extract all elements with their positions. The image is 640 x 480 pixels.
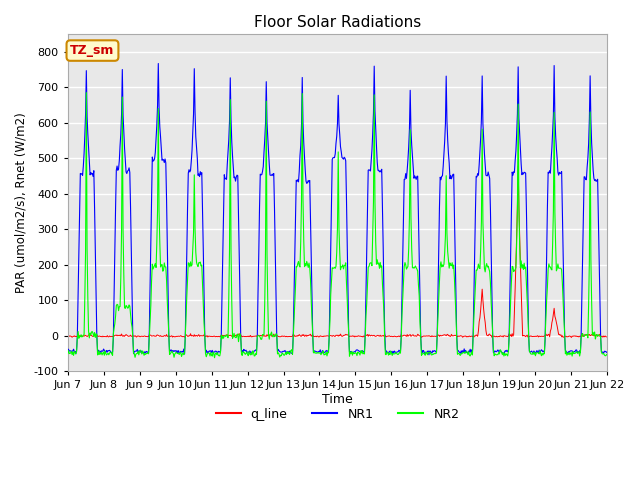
- NR1: [425, 352, 433, 358]
- q_line: [64, 333, 72, 339]
- Text: TZ_sm: TZ_sm: [70, 44, 115, 57]
- q_line: [603, 334, 611, 340]
- Line: NR2: NR2: [68, 93, 607, 358]
- NR1: [403, 167, 411, 173]
- NR2: [184, 260, 192, 266]
- Y-axis label: PAR (umol/m2/s), Rnet (W/m2): PAR (umol/m2/s), Rnet (W/m2): [15, 112, 28, 293]
- NR1: [154, 60, 162, 66]
- NR1: [213, 349, 221, 355]
- NR2: [83, 90, 90, 96]
- X-axis label: Time: Time: [322, 393, 353, 406]
- NR2: [603, 351, 611, 357]
- Line: q_line: q_line: [68, 166, 607, 337]
- q_line: [515, 163, 522, 169]
- q_line: [419, 334, 426, 340]
- Legend: q_line, NR1, NR2: q_line, NR1, NR2: [211, 403, 465, 426]
- NR2: [130, 350, 138, 356]
- NR2: [74, 335, 81, 341]
- q_line: [74, 334, 81, 339]
- NR1: [129, 334, 137, 339]
- q_line: [129, 333, 137, 338]
- NR2: [64, 350, 72, 356]
- NR1: [603, 349, 611, 355]
- q_line: [568, 335, 575, 340]
- q_line: [184, 334, 191, 339]
- NR1: [419, 348, 427, 353]
- NR1: [74, 333, 81, 339]
- q_line: [403, 334, 410, 339]
- NR2: [211, 355, 218, 360]
- Title: Floor Solar Radiations: Floor Solar Radiations: [254, 15, 421, 30]
- Line: NR1: NR1: [68, 63, 607, 355]
- NR1: [184, 170, 192, 176]
- NR1: [64, 347, 72, 353]
- q_line: [212, 334, 220, 339]
- NR2: [214, 350, 221, 356]
- NR2: [420, 350, 428, 356]
- NR2: [404, 264, 412, 269]
